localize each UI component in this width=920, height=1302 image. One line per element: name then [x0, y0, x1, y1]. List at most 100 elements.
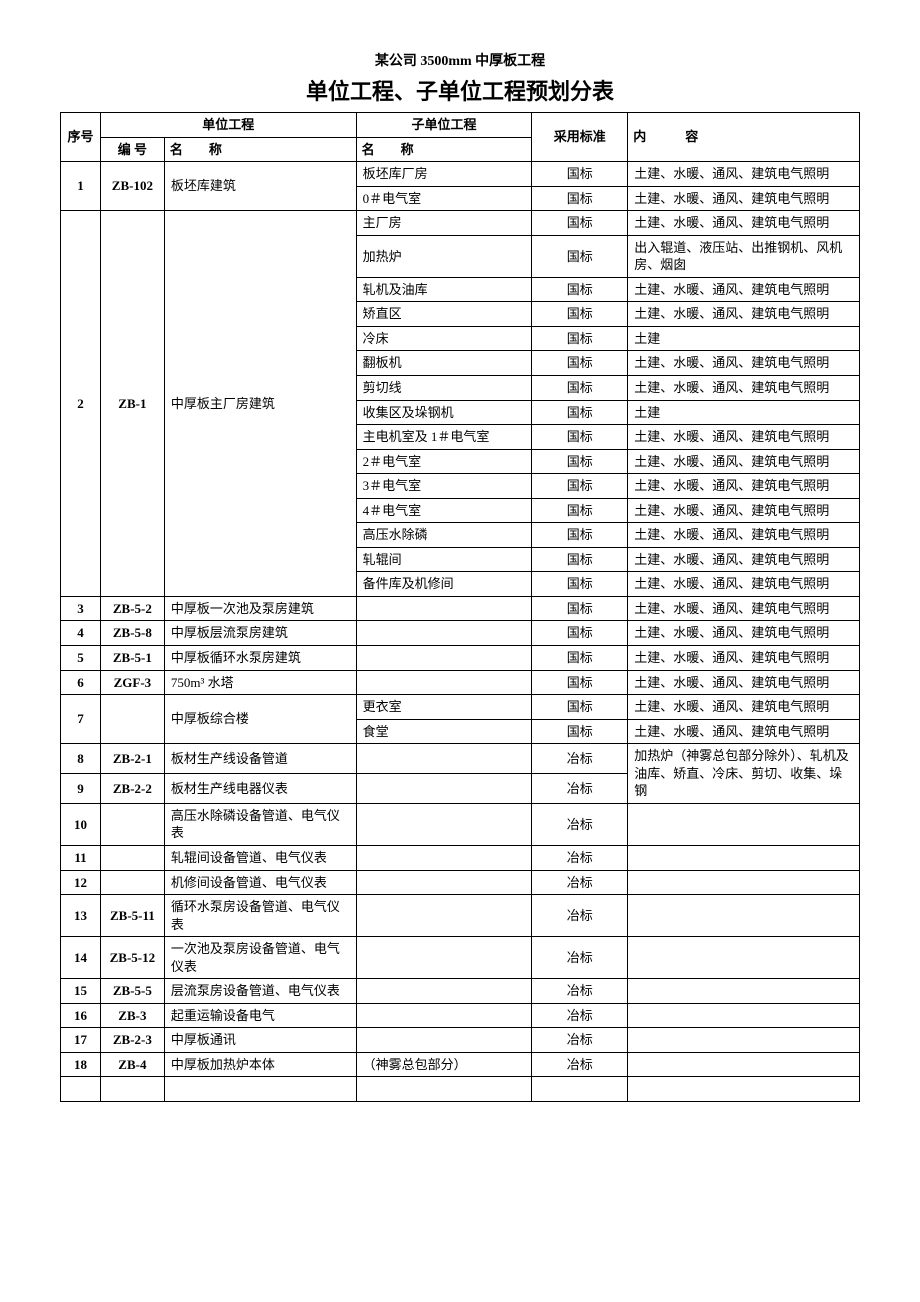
cell-content — [628, 803, 860, 845]
table-row: 13ZB-5-11循环水泵房设备管道、电气仪表冶标 — [61, 895, 860, 937]
table-row: 6ZGF-3750m³ 水塔国标土建、水暖、通风、建筑电气照明 — [61, 670, 860, 695]
cell-seq: 15 — [61, 979, 101, 1004]
cell-code — [100, 695, 164, 744]
cell-subunit-name: （神雾总包部分） — [356, 1052, 532, 1077]
cell-seq: 16 — [61, 1003, 101, 1028]
cell-subunit-name: 冷床 — [356, 326, 532, 351]
table-row: 1ZB-102板坯库建筑板坯库厂房国标土建、水暖、通风、建筑电气照明 — [61, 162, 860, 187]
cell-content: 土建、水暖、通风、建筑电气照明 — [628, 596, 860, 621]
table-row: 16ZB-3起重运输设备电气冶标 — [61, 1003, 860, 1028]
cell-subunit-name: 备件库及机修间 — [356, 572, 532, 597]
cell-subunit-name: 板坯库厂房 — [356, 162, 532, 187]
cell-standard: 国标 — [532, 547, 628, 572]
table-row: 17ZB-2-3中厚板通讯冶标 — [61, 1028, 860, 1053]
cell-subunit-name — [356, 646, 532, 671]
header-standard: 采用标准 — [532, 113, 628, 162]
table-row: 12机修间设备管道、电气仪表冶标 — [61, 870, 860, 895]
cell-standard: 国标 — [532, 474, 628, 499]
cell-code: ZB-2-3 — [100, 1028, 164, 1053]
cell-subunit-name — [356, 670, 532, 695]
cell-subunit-name — [356, 937, 532, 979]
cell-content — [628, 937, 860, 979]
cell-standard: 国标 — [532, 646, 628, 671]
cell-unit-name: 轧辊间设备管道、电气仪表 — [164, 845, 356, 870]
cell-standard: 国标 — [532, 351, 628, 376]
cell-standard: 国标 — [532, 523, 628, 548]
cell-standard: 冶标 — [532, 1003, 628, 1028]
cell-standard: 冶标 — [532, 1052, 628, 1077]
cell-content: 土建、水暖、通风、建筑电气照明 — [628, 351, 860, 376]
cell-unit-name: 中厚板一次池及泵房建筑 — [164, 596, 356, 621]
cell-content: 土建、水暖、通风、建筑电气照明 — [628, 719, 860, 744]
cell-subunit-name: 收集区及垛钢机 — [356, 400, 532, 425]
cell-standard: 国标 — [532, 719, 628, 744]
cell-content: 土建 — [628, 400, 860, 425]
cell-standard: 国标 — [532, 277, 628, 302]
cell-subunit-name: 3＃电气室 — [356, 474, 532, 499]
header-subname: 名 称 — [356, 137, 532, 162]
cell-seq: 17 — [61, 1028, 101, 1053]
cell-content: 土建、水暖、通风、建筑电气照明 — [628, 621, 860, 646]
cell-unit-name: 板材生产线电器仪表 — [164, 774, 356, 804]
cell-seq: 14 — [61, 937, 101, 979]
cell-unit-name: 起重运输设备电气 — [164, 1003, 356, 1028]
cell-content: 加热炉（神雾总包部分除外）、轧机及油库、矫直、冷床、剪切、收集、垛钢 — [628, 744, 860, 804]
cell-unit-name: 高压水除磷设备管道、电气仪表 — [164, 803, 356, 845]
cell-seq: 2 — [61, 211, 101, 597]
table-footer-blank — [61, 1077, 860, 1102]
cell-seq: 13 — [61, 895, 101, 937]
cell-content — [628, 895, 860, 937]
cell-subunit-name: 2＃电气室 — [356, 449, 532, 474]
cell-content: 土建、水暖、通风、建筑电气照明 — [628, 498, 860, 523]
cell-unit-name: 750m³ 水塔 — [164, 670, 356, 695]
cell-seq: 6 — [61, 670, 101, 695]
cell-subunit-name: 高压水除磷 — [356, 523, 532, 548]
cell-standard: 国标 — [532, 695, 628, 720]
document-subtitle: 某公司 3500mm 中厚板工程 — [60, 50, 860, 70]
cell-seq: 11 — [61, 845, 101, 870]
cell-subunit-name — [356, 1028, 532, 1053]
cell-subunit-name: 更衣室 — [356, 695, 532, 720]
table-row: 14ZB-5-12一次池及泵房设备管道、电气仪表 冶标 — [61, 937, 860, 979]
table-body: 1ZB-102板坯库建筑板坯库厂房国标土建、水暖、通风、建筑电气照明0＃电气室国… — [61, 162, 860, 1077]
cell-standard: 国标 — [532, 302, 628, 327]
header-name: 名 称 — [164, 137, 356, 162]
cell-code: ZB-5-12 — [100, 937, 164, 979]
cell-standard: 冶标 — [532, 895, 628, 937]
cell-unit-name: 中厚板综合楼 — [164, 695, 356, 744]
table-row: 11 轧辊间设备管道、电气仪表 冶标 — [61, 845, 860, 870]
cell-content — [628, 1003, 860, 1028]
cell-seq: 8 — [61, 744, 101, 774]
cell-standard: 冶标 — [532, 845, 628, 870]
cell-content — [628, 1028, 860, 1053]
cell-code: ZB-102 — [100, 162, 164, 211]
cell-content: 土建、水暖、通风、建筑电气照明 — [628, 186, 860, 211]
cell-standard: 冶标 — [532, 870, 628, 895]
cell-seq: 10 — [61, 803, 101, 845]
table-row: 7中厚板综合楼更衣室国标土建、水暖、通风、建筑电气照明 — [61, 695, 860, 720]
cell-standard: 国标 — [532, 572, 628, 597]
cell-subunit-name — [356, 979, 532, 1004]
header-unit: 单位工程 — [100, 113, 356, 138]
cell-unit-name: 机修间设备管道、电气仪表 — [164, 870, 356, 895]
cell-content — [628, 979, 860, 1004]
cell-subunit-name: 4＃电气室 — [356, 498, 532, 523]
table-row: 10高压水除磷设备管道、电气仪表冶标 — [61, 803, 860, 845]
cell-subunit-name: 主厂房 — [356, 211, 532, 236]
cell-code: ZB-2-1 — [100, 744, 164, 774]
cell-subunit-name: 食堂 — [356, 719, 532, 744]
cell-unit-name: 板坯库建筑 — [164, 162, 356, 211]
header-subunit: 子单位工程 — [356, 113, 532, 138]
cell-standard: 冶标 — [532, 937, 628, 979]
cell-code: ZGF-3 — [100, 670, 164, 695]
cell-standard: 国标 — [532, 211, 628, 236]
cell-standard: 国标 — [532, 425, 628, 450]
cell-unit-name: 一次池及泵房设备管道、电气仪表 — [164, 937, 356, 979]
cell-code — [100, 803, 164, 845]
cell-code — [100, 845, 164, 870]
table-row: 2ZB-1中厚板主厂房建筑主厂房国标土建、水暖、通风、建筑电气照明 — [61, 211, 860, 236]
cell-code: ZB-5-1 — [100, 646, 164, 671]
cell-code: ZB-5-8 — [100, 621, 164, 646]
cell-standard: 冶标 — [532, 744, 628, 774]
cell-standard: 国标 — [532, 186, 628, 211]
